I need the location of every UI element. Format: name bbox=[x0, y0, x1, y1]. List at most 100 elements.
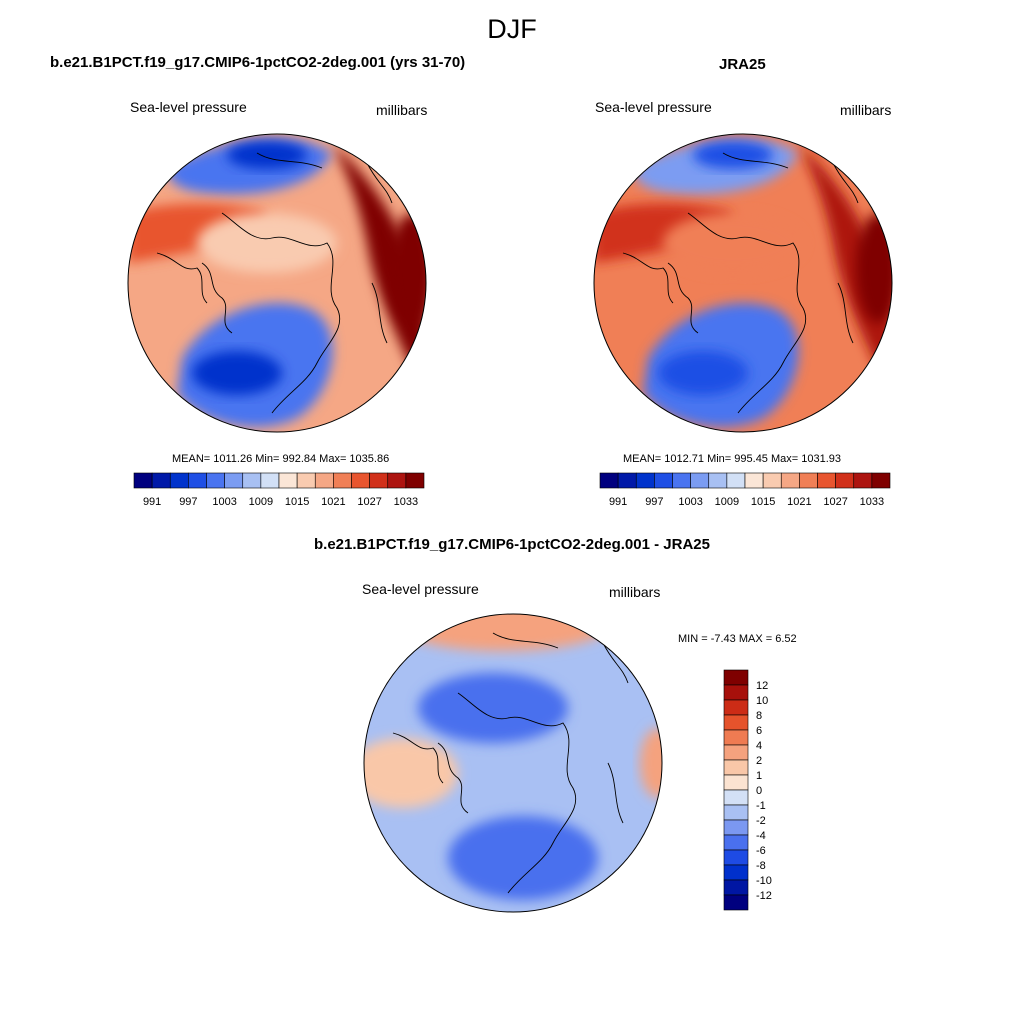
colorbar-tick-label: 1015 bbox=[751, 496, 775, 508]
left-label-obs: Sea-level pressure bbox=[595, 99, 712, 115]
coastline bbox=[602, 642, 629, 684]
left-label-model: Sea-level pressure bbox=[130, 99, 247, 115]
map-border bbox=[363, 613, 663, 913]
colorbar-tick-label: 2 bbox=[756, 755, 762, 767]
colorbar-tick-label: 1 bbox=[756, 770, 762, 782]
region-east-positive bbox=[640, 728, 662, 798]
panel-title-obs: JRA25 bbox=[719, 56, 766, 73]
region-arctic-ridge bbox=[197, 213, 337, 273]
region-aleutian-low-core bbox=[658, 351, 748, 395]
colorbar-swatch bbox=[387, 472, 407, 489]
region-arctic-ridge bbox=[663, 213, 803, 273]
colorbar-swatch bbox=[723, 879, 749, 896]
colorbar-swatch bbox=[314, 472, 334, 489]
colorbar-swatch bbox=[672, 472, 691, 489]
colorbar-tick-label: 10 bbox=[756, 695, 768, 707]
coastline bbox=[492, 632, 559, 649]
colorbar-swatch bbox=[762, 472, 782, 489]
coastline bbox=[722, 152, 789, 169]
colorbar-tick-label: 1027 bbox=[823, 496, 847, 508]
page-title: DJF bbox=[487, 14, 537, 44]
coastline bbox=[837, 282, 854, 344]
colorbar-swatch bbox=[780, 472, 800, 489]
colorbar-swatch bbox=[726, 472, 746, 489]
colorbar-tick-label: 8 bbox=[756, 710, 762, 722]
colorbar-swatch bbox=[242, 472, 262, 489]
colorbar-tick-label: 1009 bbox=[249, 496, 273, 508]
map-diff bbox=[364, 614, 662, 912]
region-icelandic-low-core bbox=[693, 141, 773, 169]
colorbar-swatch bbox=[871, 472, 891, 489]
colorbar-swatch bbox=[853, 472, 873, 489]
colorbar-swatch bbox=[835, 472, 855, 489]
colorbar-tick-label: -4 bbox=[756, 830, 766, 842]
colorbar-swatch bbox=[744, 472, 764, 489]
coastline bbox=[687, 212, 807, 414]
colorbar-swatch bbox=[723, 684, 749, 701]
stats-diff: MIN = -7.43 MAX = 6.52 bbox=[678, 633, 797, 645]
coastline bbox=[832, 162, 859, 204]
colorbar-swatch bbox=[723, 849, 749, 866]
map-border bbox=[127, 133, 427, 433]
colorbar-tick-label: 997 bbox=[179, 496, 197, 508]
colorbar-swatch bbox=[188, 472, 207, 489]
coastline bbox=[256, 152, 323, 169]
colorbar-swatch bbox=[723, 894, 749, 911]
colorbar-swatch bbox=[405, 472, 425, 489]
colorbar-swatch bbox=[723, 729, 749, 746]
coastline bbox=[221, 212, 341, 414]
colorbar-swatch bbox=[369, 472, 389, 489]
region-pacific-high-core bbox=[856, 213, 892, 323]
colorbar-tick-label: 991 bbox=[609, 496, 627, 508]
colorbar-swatch bbox=[723, 804, 749, 821]
region-pacific-high-east bbox=[798, 143, 892, 403]
map-obs bbox=[594, 134, 892, 432]
colorbar-swatch bbox=[151, 472, 171, 489]
colorbar-tick-label: 1021 bbox=[787, 496, 811, 508]
colorbar-swatch bbox=[133, 472, 153, 489]
colorbar-tick-label: -8 bbox=[756, 860, 766, 872]
colorbar-swatch bbox=[723, 774, 749, 791]
colorbar-tick-label: 1033 bbox=[394, 496, 418, 508]
colorbar-swatch bbox=[654, 472, 673, 489]
region-pacific-high-core bbox=[390, 213, 426, 323]
region-pacific-high-east bbox=[332, 143, 426, 403]
colorbar-tick-label: 997 bbox=[645, 496, 663, 508]
region-aleutian-low-core bbox=[192, 351, 282, 395]
coastline bbox=[667, 262, 699, 334]
colorbar-tick-label: 1021 bbox=[321, 496, 345, 508]
panel-title-model: b.e21.B1PCT.f19_g17.CMIP6-1pctCO2-2deg.0… bbox=[50, 54, 466, 71]
colorbar-tick-label: 1003 bbox=[212, 496, 236, 508]
map-model bbox=[128, 134, 426, 432]
coastline bbox=[607, 762, 624, 824]
colorbar-swatch bbox=[599, 472, 619, 489]
colorbar-swatch bbox=[723, 759, 749, 776]
colorbar-swatch bbox=[333, 472, 352, 489]
colorbar-swatch bbox=[690, 472, 710, 489]
colorbar-tick-label: 1027 bbox=[357, 496, 381, 508]
colorbar-swatch bbox=[799, 472, 818, 489]
colorbar-swatch bbox=[723, 789, 749, 806]
colorbar-tick-label: 1009 bbox=[715, 496, 739, 508]
colorbar-tick-label: 6 bbox=[756, 725, 762, 737]
colorbar-swatch bbox=[617, 472, 637, 489]
colorbar-swatch bbox=[723, 699, 749, 716]
colorbar-swatch bbox=[260, 472, 280, 489]
colorbar-tick-label: -1 bbox=[756, 800, 766, 812]
colorbar-tick-label: -6 bbox=[756, 845, 766, 857]
colorbar-tick-label: 1033 bbox=[860, 496, 884, 508]
colorbar-swatch bbox=[278, 472, 298, 489]
colorbar-swatch bbox=[723, 834, 749, 851]
colorbar-swatch bbox=[723, 714, 749, 731]
coastline bbox=[457, 692, 577, 894]
colorbar-tick-label: -10 bbox=[756, 875, 772, 887]
coastline bbox=[156, 252, 208, 304]
colorbar-tick-label: 1003 bbox=[678, 496, 702, 508]
colorbar-swatch bbox=[635, 472, 655, 489]
colorbar-tick-label: -2 bbox=[756, 815, 766, 827]
region-west-positive bbox=[364, 738, 458, 808]
colorbar-tick-label: 4 bbox=[756, 740, 762, 752]
colorbar-tick-label: 0 bbox=[756, 785, 762, 797]
colorbar-swatch bbox=[224, 472, 244, 489]
